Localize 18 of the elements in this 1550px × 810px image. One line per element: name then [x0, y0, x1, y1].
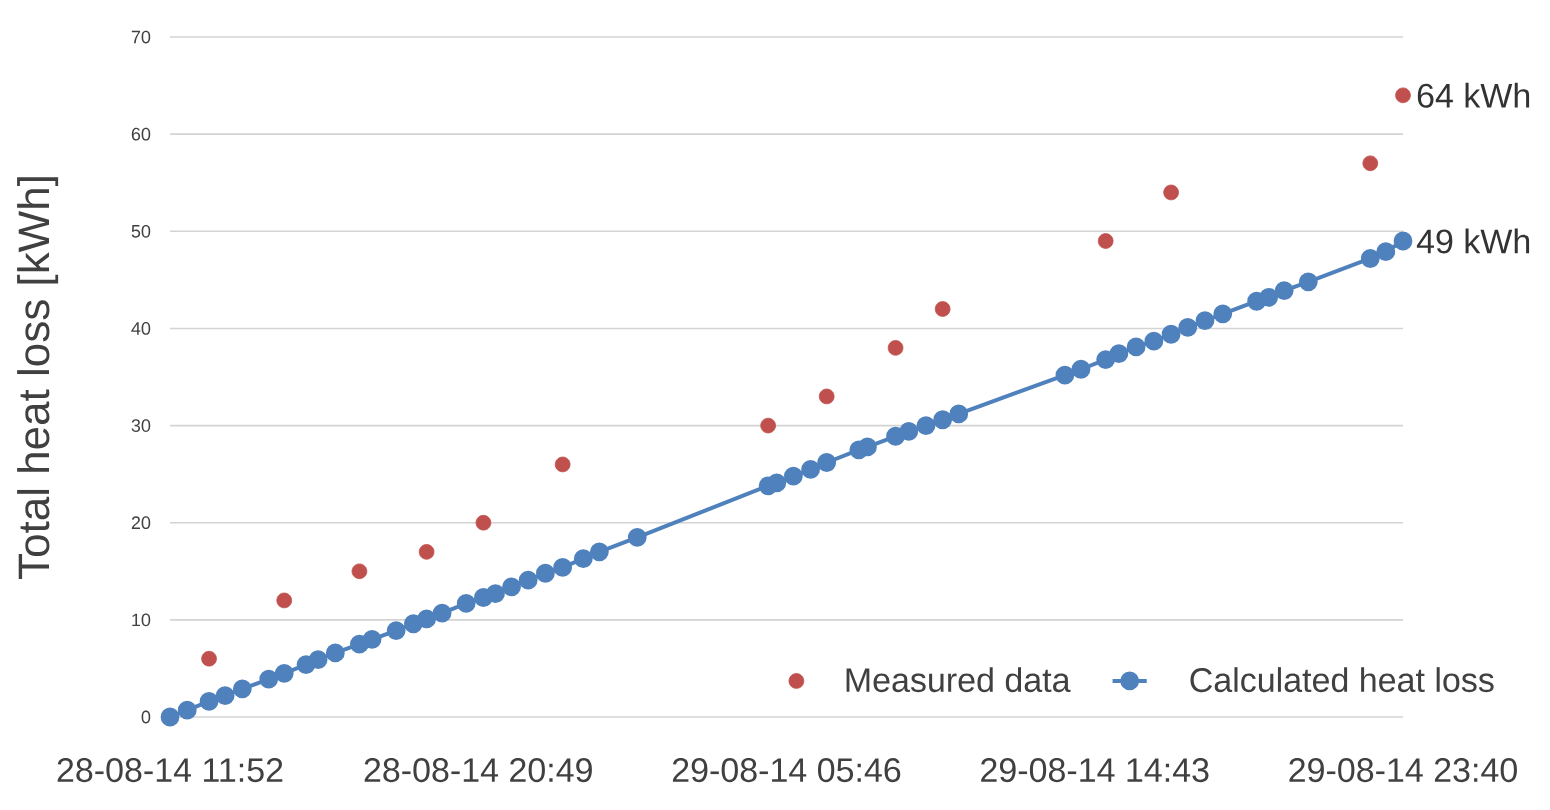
y-tick-label: 50: [131, 224, 151, 238]
legend-label: Measured data: [846, 667, 1071, 693]
legend-label: Calculated heat loss: [1190, 667, 1494, 693]
y-tick-label: 0: [141, 710, 151, 724]
x-tick-label: 29-08-14 23:40: [1289, 758, 1517, 783]
x-tick-label: 29-08-14 05:46: [672, 758, 901, 783]
x-tick-label: 28-08-14 20:49: [364, 758, 592, 783]
x-tick-label: 29-08-14 14:43: [981, 758, 1209, 783]
x-tick-label: 28-08-14 11:52: [57, 758, 283, 783]
y-tick-label: 20: [131, 516, 151, 530]
y-tick-label: 10: [132, 613, 151, 627]
y-axis-title: Total heat loss [kWh]: [17, 177, 59, 579]
y-tick-label: 60: [131, 127, 151, 141]
y-tick-label: 30: [131, 419, 151, 432]
annotation: 64 kWh: [1417, 82, 1530, 108]
annotation: 49 kWh: [1416, 228, 1530, 254]
y-tick-label: 40: [131, 322, 151, 335]
y-tick-label: 70: [131, 30, 151, 44]
